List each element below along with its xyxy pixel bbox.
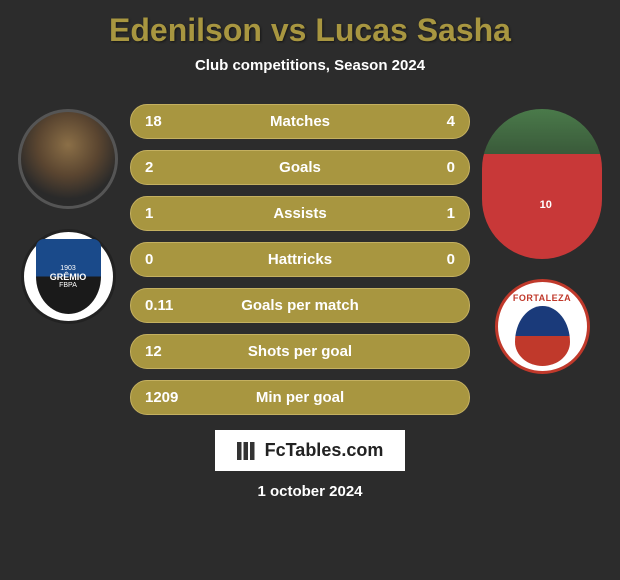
stats-column: 18 Matches 4 2 Goals 0 1 Assists 1 0 Hat… [130,104,470,415]
logo-text: FcTables.com [265,440,384,461]
page-title: Edenilson vs Lucas Sasha [10,0,610,49]
club1-abbr: FBPA [59,282,77,289]
stat-row-hattricks: 0 Hattricks 0 [130,242,470,277]
stat-value-right: 0 [405,159,455,176]
stat-value-left: 12 [145,343,195,360]
stat-row-goals-per-match: 0.11 Goals per match [130,288,470,323]
gremio-shield: 1903 GRÊMIO FBPA [36,239,101,314]
stat-value-right: 1 [405,205,455,222]
player1-photo [18,109,118,209]
stat-value-left: 0.11 [145,297,195,314]
player2-club-badge: FORTALEZA [495,279,590,374]
stat-label: Matches [195,113,405,130]
stat-row-min-per-goal: 1209 Min per goal [130,380,470,415]
stat-value-left: 0 [145,251,195,268]
stat-label: Assists [195,205,405,222]
comparison-widget: Edenilson vs Lucas Sasha Club competitio… [0,0,620,580]
stat-label: Min per goal [195,389,405,406]
club2-name: FORTALEZA [513,293,571,303]
player1-column: 1903 GRÊMIO FBPA [18,104,118,324]
club1-name: GRÊMIO [50,272,87,282]
stat-row-shots-per-goal: 12 Shots per goal [130,334,470,369]
stat-row-goals: 2 Goals 0 [130,150,470,185]
page-subtitle: Club competitions, Season 2024 [10,57,610,74]
player1-club-badge: 1903 GRÊMIO FBPA [21,229,116,324]
stat-row-matches: 18 Matches 4 [130,104,470,139]
main-content: 1903 GRÊMIO FBPA 18 Matches 4 2 Goals 0 … [10,104,610,415]
footer: FcTables.com 1 october 2024 [10,430,610,500]
stat-value-left: 1209 [145,389,195,406]
player2-column: FORTALEZA [482,104,602,374]
stat-row-assists: 1 Assists 1 [130,196,470,231]
player2-photo [482,109,602,259]
stat-label: Goals per match [195,297,405,314]
stat-value-left: 18 [145,113,195,130]
date-label: 1 october 2024 [257,483,362,500]
club1-year: 1903 [60,265,76,272]
site-logo[interactable]: FcTables.com [215,430,406,471]
stat-value-right: 4 [405,113,455,130]
stat-label: Hattricks [195,251,405,268]
stat-value-left: 2 [145,159,195,176]
stat-label: Goals [195,159,405,176]
stat-value-right: 0 [405,251,455,268]
stat-label: Shots per goal [195,343,405,360]
stat-value-left: 1 [145,205,195,222]
chart-icon [237,442,259,460]
fortaleza-shield [515,306,570,366]
